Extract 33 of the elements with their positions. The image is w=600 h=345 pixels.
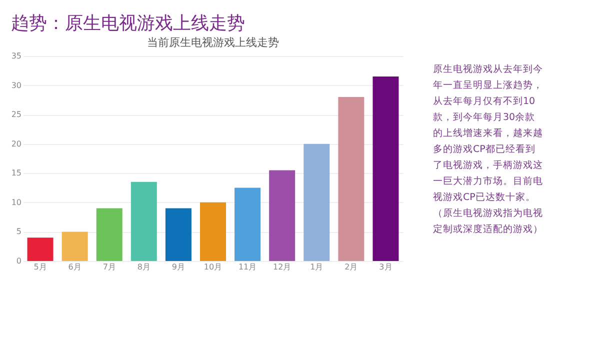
text: 趋势：原生电视游戏上线走势: [10, 13, 245, 34]
y-tick-label: 10: [11, 198, 22, 207]
bar: [338, 97, 364, 261]
x-tick-label: 11月: [238, 262, 257, 272]
x-tick-label: 10月: [204, 262, 222, 272]
bar: [165, 208, 192, 261]
bar: [96, 208, 122, 261]
x-tick-label: 7月: [102, 262, 116, 272]
x-tick-label: 3月: [379, 262, 392, 272]
x-tick-label: 5月: [34, 262, 47, 272]
bar: [27, 238, 54, 261]
y-tick-label: 35: [11, 52, 22, 60]
x-tick-label: 2月: [344, 262, 358, 272]
y-tick-label: 25: [11, 110, 22, 120]
x-tick-label: 8月: [137, 262, 150, 272]
x-tick-label: 1月: [310, 262, 324, 272]
text: 原生电视游戏从去年到今年一直呈明显上涨趋势，从去年每月仅有不到10款，到今年每月30余款的上线增速来看，越来越多的游戏CP都已经看到了电视游戏，手柄游戏这一巨大潜力市场。目前电视游戏CP已达数十家。（原生电视游戏指为电视定制或深度适配的游戏）: [433, 64, 543, 235]
bar: [130, 182, 157, 261]
bar: [62, 232, 88, 261]
bar: [304, 144, 330, 261]
bar: [234, 188, 261, 261]
bar: [269, 170, 296, 261]
chart-title: 当前原生电视游戏上线走势: [147, 36, 279, 49]
y-tick-label: 20: [11, 139, 22, 148]
bar: [200, 202, 226, 261]
y-tick-label: 5: [16, 227, 22, 236]
x-tick-label: 12月: [272, 262, 292, 272]
y-tick-label: 0: [16, 256, 22, 266]
x-tick-label: 9月: [172, 262, 185, 272]
y-tick-label: 30: [11, 80, 22, 90]
bar: [372, 76, 399, 261]
y-tick-label: 15: [11, 168, 22, 178]
x-tick-label: 6月: [68, 262, 82, 272]
